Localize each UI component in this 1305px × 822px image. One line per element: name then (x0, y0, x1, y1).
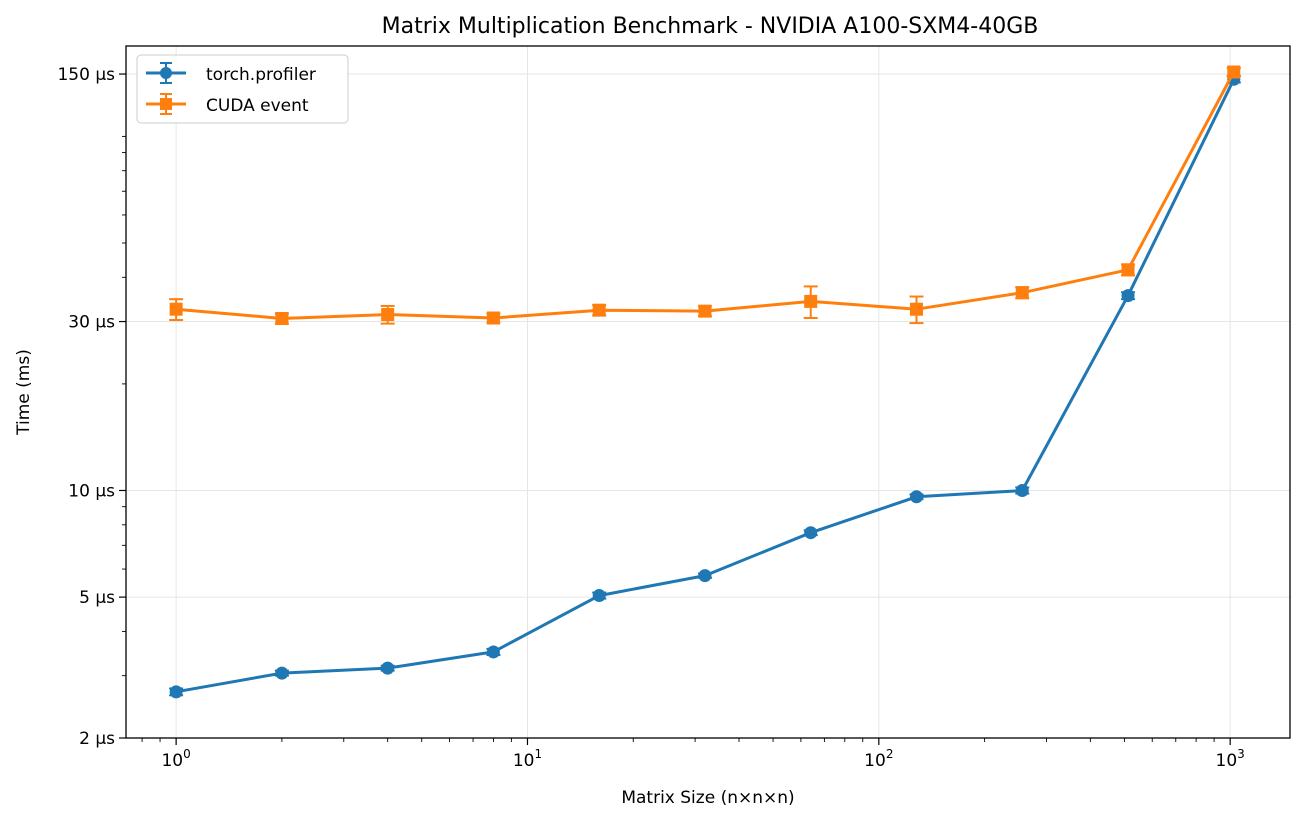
legend-box (136, 54, 349, 124)
series-layer (169, 65, 1241, 699)
series-cuda-event (169, 65, 1241, 325)
data-point (169, 685, 183, 699)
data-point (1121, 263, 1135, 277)
legend-marker-cuda-event (160, 98, 172, 110)
x-tick-label-base: 10 (513, 751, 535, 771)
data-point (275, 311, 289, 325)
x-tick-label: 102 (864, 747, 893, 771)
data-point (486, 645, 500, 659)
x-tick-label-base: 10 (161, 751, 183, 771)
data-point (909, 490, 923, 504)
data-point (1227, 65, 1241, 79)
x-tick-label-exponent: 1 (534, 747, 542, 761)
plot-frame (125, 45, 1291, 739)
y-tick-label: 10 µs (68, 481, 115, 501)
series-torch-profiler (169, 72, 1241, 699)
y-tick-label: 150 µs (57, 65, 115, 85)
data-point (592, 303, 606, 317)
data-point (1015, 483, 1029, 497)
x-tick-label-exponent: 2 (886, 747, 894, 761)
y-axis-label: Time (ms) (14, 349, 34, 436)
x-axis-label: Matrix Size (n×n×n) (621, 788, 794, 808)
legend-label-torch-profiler: torch.profiler (206, 65, 316, 85)
data-point (698, 304, 712, 318)
legend-item-torch-profiler: torch.profiler (146, 62, 316, 85)
legend-item-cuda-event: CUDA event (146, 93, 309, 116)
data-point (909, 302, 923, 316)
x-tick-label: 101 (513, 747, 542, 771)
data-point (804, 526, 818, 540)
x-tick-label-base: 10 (864, 751, 886, 771)
data-point (804, 294, 818, 308)
data-point (381, 661, 395, 675)
x-tick-label: 103 (1216, 747, 1245, 771)
x-tick-label: 100 (161, 747, 190, 771)
data-point (698, 569, 712, 583)
data-point (592, 589, 606, 603)
data-point (486, 311, 500, 325)
y-tick-label: 30 µs (68, 313, 115, 333)
legend-marker-torch-profiler (160, 67, 172, 79)
y-tick-label: 2 µs (79, 729, 115, 749)
data-point (1121, 289, 1135, 303)
data-point (1015, 286, 1029, 300)
legend-label-cuda-event: CUDA event (206, 96, 309, 116)
data-point (381, 308, 395, 322)
x-tick-label-base: 10 (1216, 751, 1238, 771)
data-point (169, 302, 183, 316)
legend: torch.profiler CUDA event (136, 54, 349, 124)
data-point (275, 666, 289, 680)
chart-title: Matrix Multiplication Benchmark - NVIDIA… (382, 14, 1039, 39)
x-tick-label-exponent: 3 (1237, 747, 1245, 761)
y-tick-label: 5 µs (79, 588, 115, 608)
x-tick-label-exponent: 0 (183, 747, 191, 761)
